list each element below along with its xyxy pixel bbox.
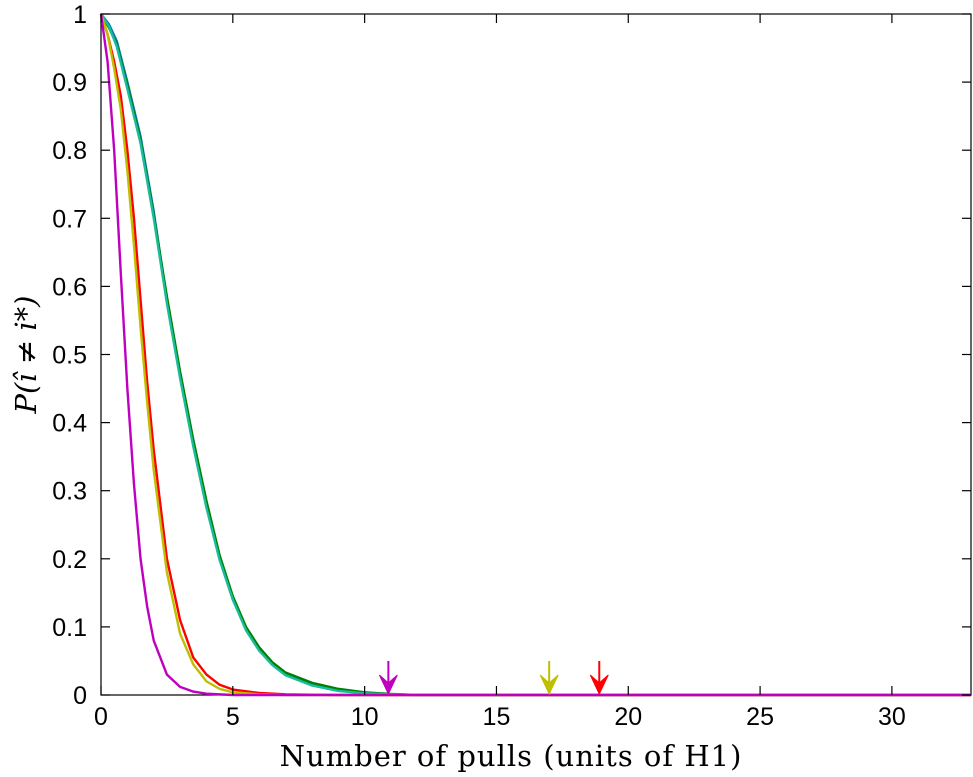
x-tick-label: 15 [483,703,511,731]
y-axis-title: P(î ≠ i*) [9,296,43,415]
series-line-3 [99,13,971,697]
arrow-marker-head [539,674,559,696]
marker-layer [378,661,609,696]
arrow-marker-3 [589,661,609,696]
y-tick-label: 0.3 [52,478,87,506]
x-tick-label: 25 [746,703,774,731]
y-tick-label: 0.6 [52,273,87,301]
plot-frame [100,13,972,696]
x-tick-label: 10 [351,703,379,731]
x-tick-label: 5 [226,703,240,731]
y-tick-label: 0.8 [52,137,87,165]
y-tick-label: 1 [73,1,87,29]
y-tick-label: 0.9 [52,69,87,97]
tick-layer: 0 5 10 15 20 25 30 0 0.1 0.2 0.3 0.4 0.5 0.6 0.7 0.8 0.9… [52,1,971,731]
series-layer [99,13,971,697]
x-tick-label: 0 [94,703,108,731]
arrow-marker-head [589,674,609,696]
arrow-marker-2 [539,661,559,696]
series-line-5 [99,13,971,697]
y-tick-label: 0.4 [52,410,87,438]
y-tick-label: 0.1 [52,614,87,642]
y-tick-label: 0.5 [52,342,87,370]
series-line-6 [99,13,971,697]
plot-area [100,13,972,696]
y-tick-label: 0.2 [52,546,87,574]
x-tick-label: 30 [878,703,906,731]
y-tick-label: 0 [73,682,87,710]
y-tick-label: 0.7 [52,205,87,233]
x-axis-title: Number of pulls (units of H1) [280,739,743,773]
arrow-marker-head [378,674,398,696]
arrow-marker-1 [378,661,398,696]
x-tick-label: 20 [614,703,642,731]
